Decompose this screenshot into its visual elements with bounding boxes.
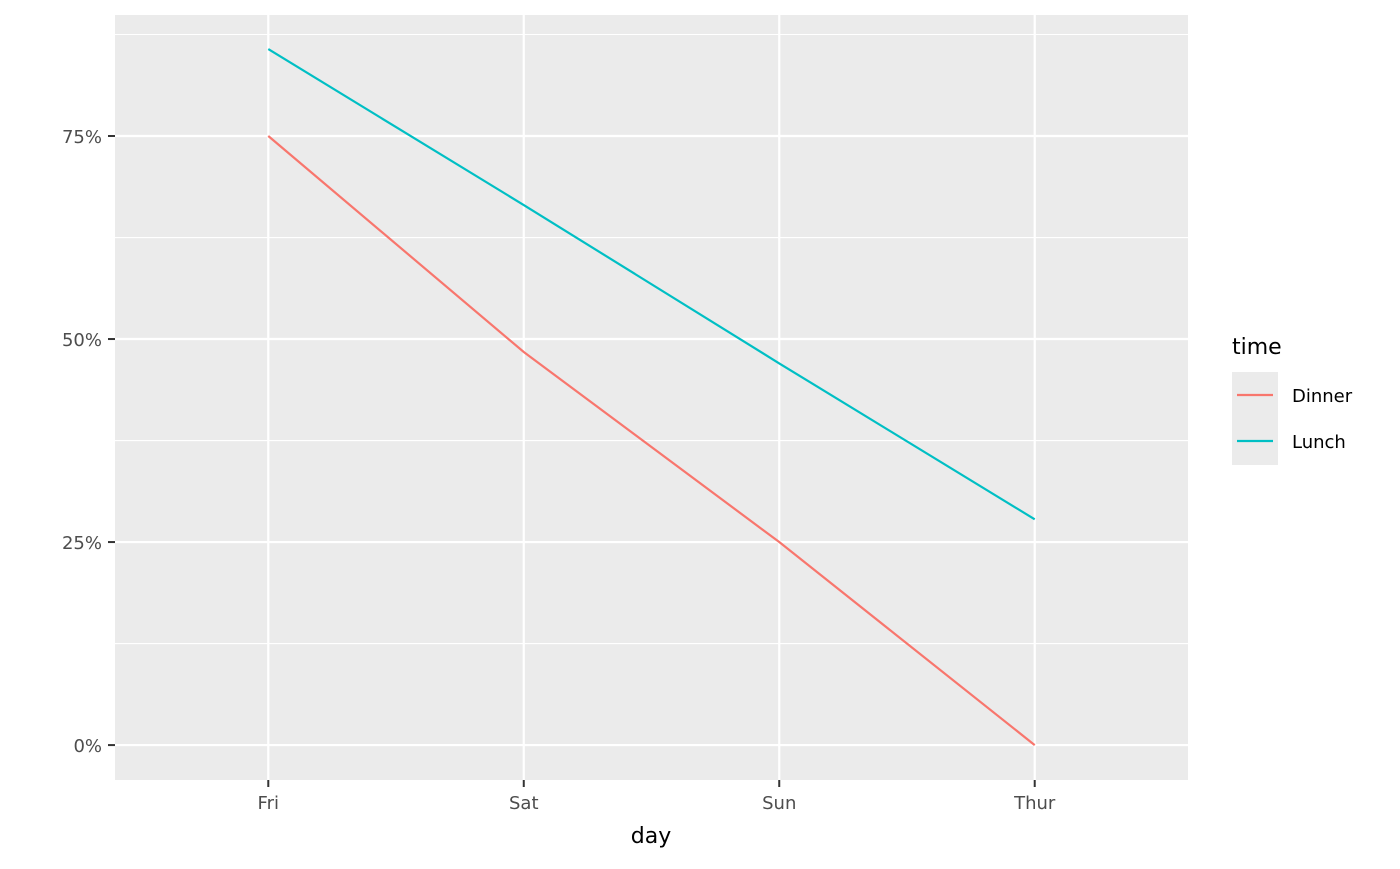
x-tick-label: Fri (258, 793, 279, 814)
legend-key-background (1232, 372, 1278, 465)
x-axis: Fri Sat Sun Thur (258, 780, 1056, 814)
y-tick-label: 25% (62, 533, 102, 554)
y-tick-label: 0% (73, 736, 102, 757)
legend-label: Dinner (1292, 386, 1353, 407)
series-lines (267, 48, 1036, 746)
y-axis: 0% 25% 50% 75% (62, 127, 115, 757)
legend-label: Lunch (1292, 432, 1346, 453)
y-tick-label: 75% (62, 127, 102, 148)
series-line-dinner (267, 135, 1036, 746)
x-axis-title: day (631, 824, 671, 849)
x-tick-label: Sat (509, 793, 539, 814)
series-line-lunch (267, 48, 1036, 521)
legend: time Dinner Lunch (1232, 335, 1353, 465)
grid-lines (115, 15, 1188, 780)
x-tick-label: Sun (762, 793, 796, 814)
x-tick-label: Thur (1013, 793, 1056, 814)
legend-title: time (1232, 335, 1282, 360)
plot-panel (115, 15, 1188, 780)
y-tick-label: 50% (62, 330, 102, 351)
